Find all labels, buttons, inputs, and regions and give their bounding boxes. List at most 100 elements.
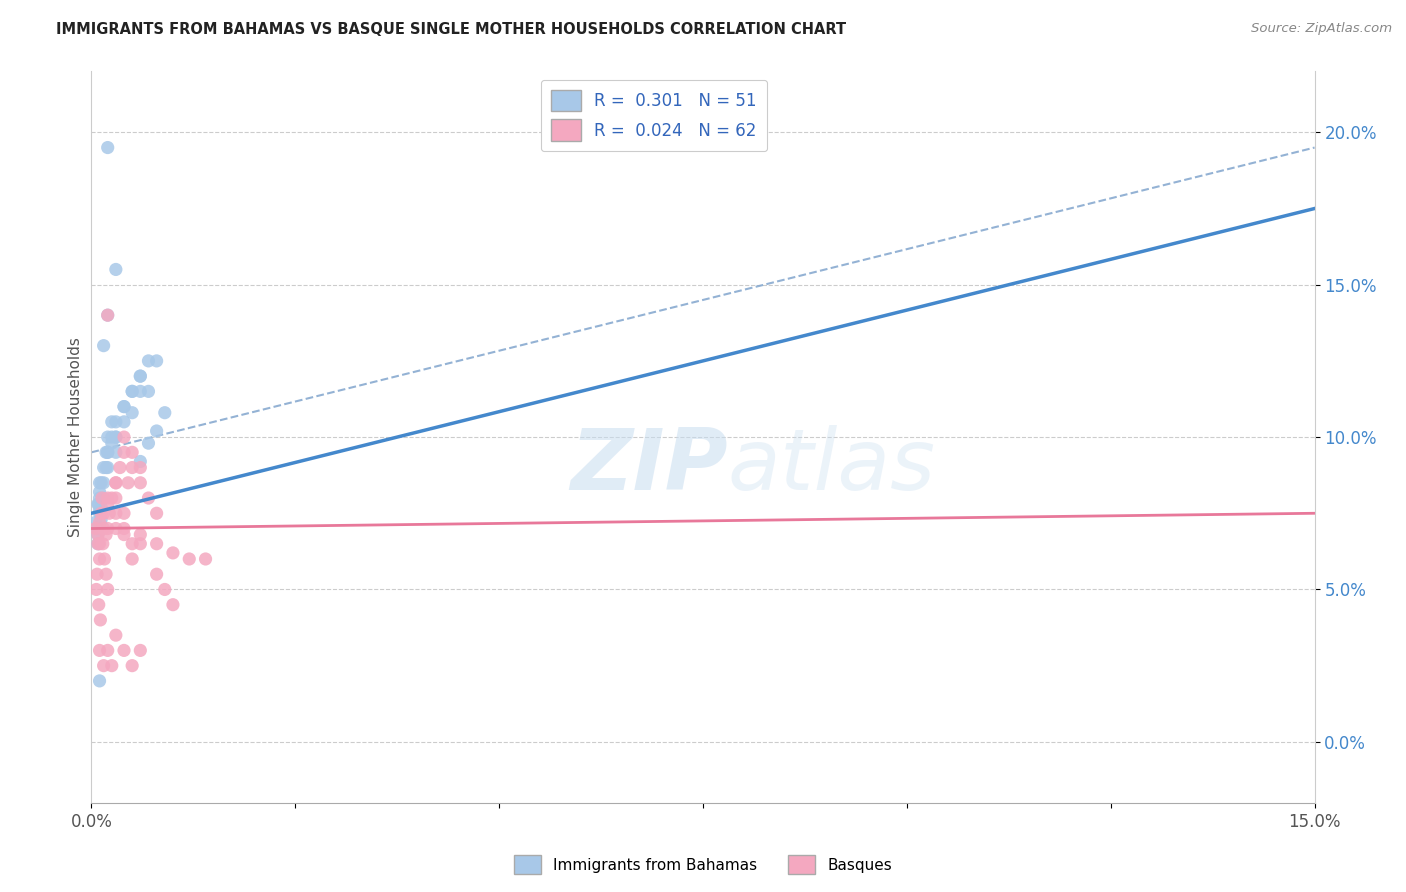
Point xyxy=(129,527,152,541)
Point xyxy=(97,460,120,475)
Point xyxy=(93,475,115,490)
Point xyxy=(93,521,115,535)
Point xyxy=(162,546,184,560)
Point xyxy=(129,475,152,490)
Point xyxy=(97,445,120,459)
Point xyxy=(91,537,114,551)
Text: atlas: atlas xyxy=(727,425,935,508)
Point xyxy=(104,506,127,520)
Point xyxy=(97,491,120,505)
Point xyxy=(104,491,127,505)
Point xyxy=(162,598,184,612)
Point xyxy=(86,521,108,535)
Point xyxy=(104,475,127,490)
Point xyxy=(129,460,152,475)
Point xyxy=(84,582,107,597)
Point xyxy=(87,527,110,541)
Point xyxy=(138,384,160,399)
Point xyxy=(129,643,152,657)
Point xyxy=(89,643,111,657)
Point xyxy=(121,384,143,399)
Point xyxy=(129,454,152,468)
Point xyxy=(104,430,127,444)
Point xyxy=(90,500,112,515)
Point xyxy=(145,354,167,368)
Point xyxy=(90,512,112,526)
Point xyxy=(89,552,111,566)
Point xyxy=(93,506,115,520)
Point xyxy=(121,406,143,420)
Point xyxy=(97,140,120,154)
Point xyxy=(112,506,135,520)
Legend: R =  0.301   N = 51, R =  0.024   N = 62: R = 0.301 N = 51, R = 0.024 N = 62 xyxy=(541,79,768,151)
Point xyxy=(97,308,120,322)
Point xyxy=(179,552,201,566)
Point xyxy=(104,628,127,642)
Point xyxy=(94,460,117,475)
Point xyxy=(138,436,160,450)
Legend: Immigrants from Bahamas, Basques: Immigrants from Bahamas, Basques xyxy=(508,849,898,880)
Point xyxy=(97,497,120,511)
Point xyxy=(87,537,110,551)
Point xyxy=(89,506,111,520)
Point xyxy=(89,491,111,505)
Point xyxy=(129,369,152,384)
Point xyxy=(93,658,115,673)
Point xyxy=(101,491,124,505)
Point xyxy=(153,406,176,420)
Point xyxy=(94,527,117,541)
Point xyxy=(121,384,143,399)
Point xyxy=(89,485,111,500)
Point xyxy=(97,643,120,657)
Point xyxy=(87,497,110,511)
Point xyxy=(153,582,176,597)
Point xyxy=(87,527,110,541)
Point xyxy=(112,400,135,414)
Point xyxy=(101,436,124,450)
Point xyxy=(89,537,111,551)
Point xyxy=(89,516,111,530)
Text: Source: ZipAtlas.com: Source: ZipAtlas.com xyxy=(1251,22,1392,36)
Point xyxy=(104,415,127,429)
Point xyxy=(112,527,135,541)
Point xyxy=(94,567,117,582)
Point xyxy=(138,491,160,505)
Point xyxy=(121,658,143,673)
Point xyxy=(93,491,115,505)
Point xyxy=(112,430,135,444)
Point xyxy=(97,521,120,535)
Point xyxy=(112,415,135,429)
Point xyxy=(98,506,121,520)
Point xyxy=(91,491,114,505)
Point xyxy=(90,506,112,520)
Point xyxy=(121,445,143,459)
Point xyxy=(84,521,107,535)
Point xyxy=(89,613,111,627)
Point xyxy=(93,460,115,475)
Point xyxy=(104,262,127,277)
Point xyxy=(86,567,108,582)
Point xyxy=(90,475,112,490)
Point xyxy=(194,552,217,566)
Point xyxy=(121,460,143,475)
Text: ZIP: ZIP xyxy=(569,425,727,508)
Point xyxy=(89,503,111,517)
Point xyxy=(97,308,120,322)
Point xyxy=(97,445,120,459)
Point xyxy=(104,521,127,535)
Y-axis label: Single Mother Households: Single Mother Households xyxy=(67,337,83,537)
Point xyxy=(93,552,115,566)
Point xyxy=(145,567,167,582)
Point xyxy=(138,354,160,368)
Point xyxy=(97,582,120,597)
Point xyxy=(87,497,110,511)
Point xyxy=(129,537,152,551)
Point xyxy=(108,460,131,475)
Point xyxy=(93,338,115,352)
Point xyxy=(112,643,135,657)
Point xyxy=(145,506,167,520)
Point xyxy=(121,552,143,566)
Point xyxy=(87,537,110,551)
Point xyxy=(104,475,127,490)
Point xyxy=(89,673,111,688)
